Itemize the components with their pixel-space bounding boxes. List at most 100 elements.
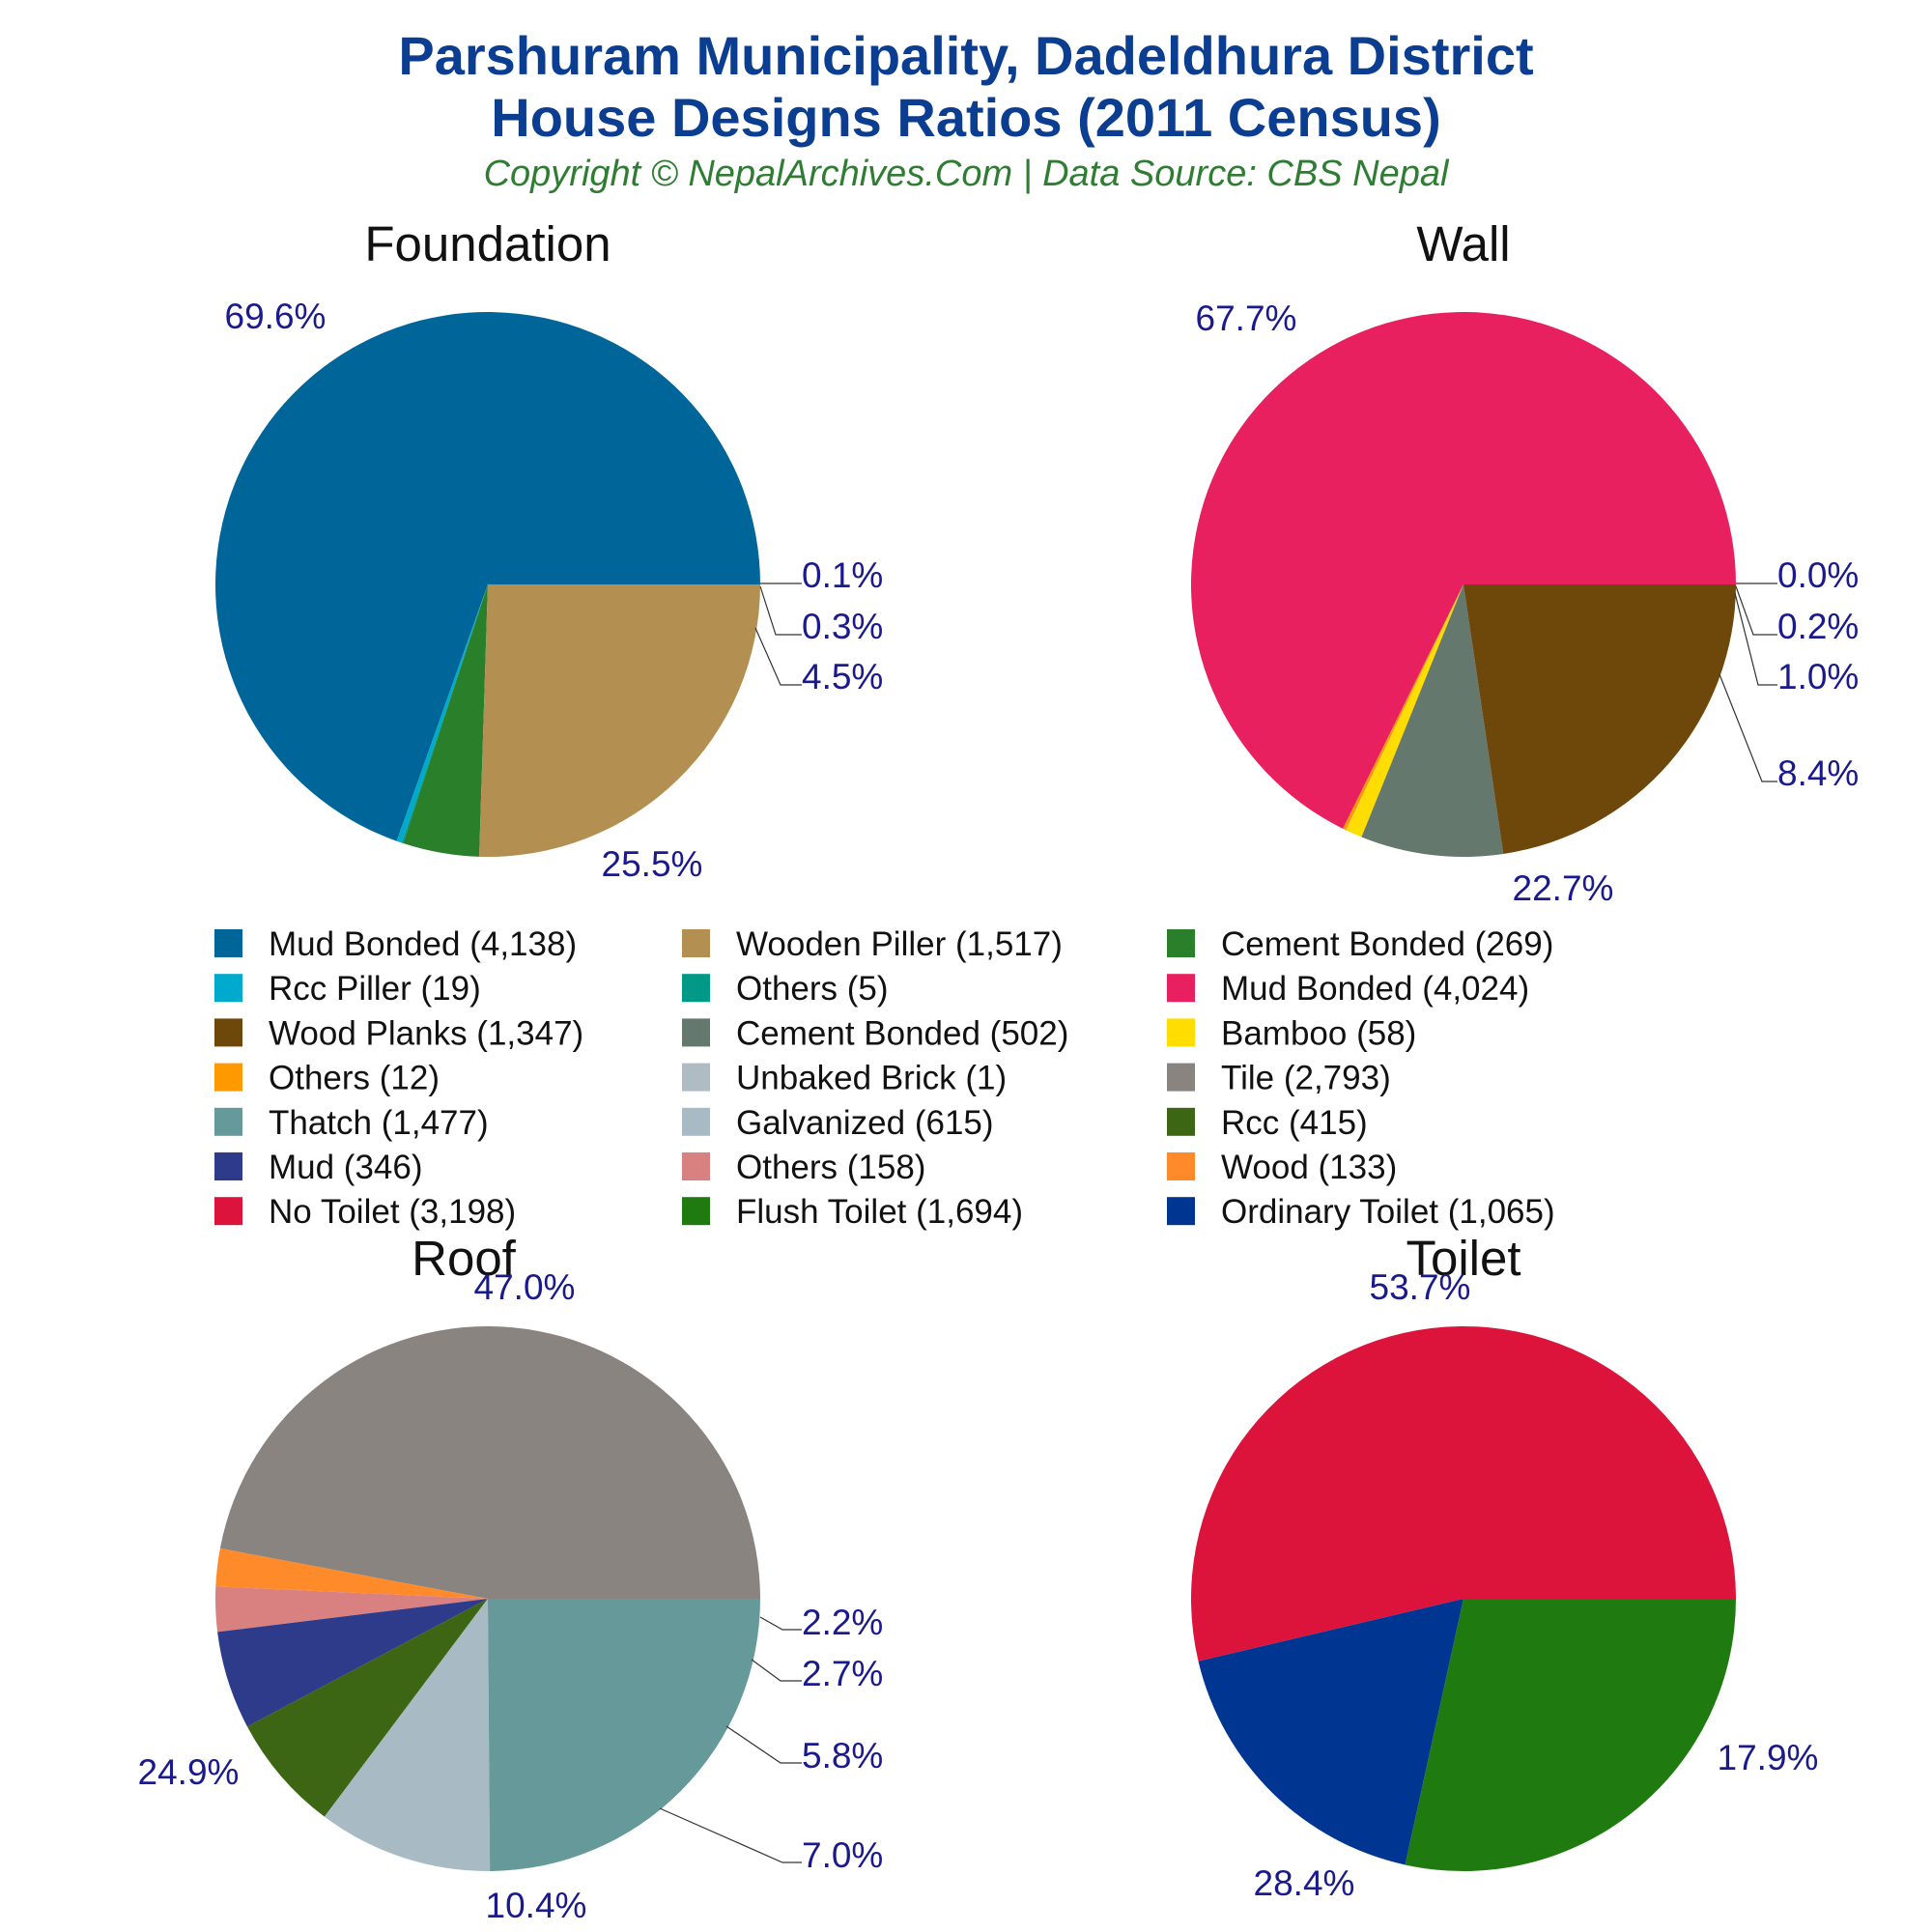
wall-pct-label-5: 22.7%: [1513, 868, 1614, 908]
legend-label-2: Cement Bonded (269): [1221, 925, 1553, 963]
wall-slice-5: [1463, 584, 1736, 854]
foundation-pct-label-4: 25.5%: [602, 844, 703, 884]
toilet-pie-title: Toilet: [1406, 1231, 1520, 1286]
legend-label-18: No Toilet (3,198): [269, 1193, 516, 1231]
legend-label-17: Wood (133): [1221, 1149, 1397, 1186]
legend-swatch-19: [682, 1197, 710, 1226]
wall-slice-3: [1346, 584, 1463, 838]
roof-pct-label-5: 10.4%: [486, 1886, 587, 1925]
foundation-leader-line-2: [759, 585, 802, 636]
foundation-slice-0: [214, 311, 760, 841]
legend-swatch-16: [682, 1152, 710, 1180]
legend-label-19: Flush Toilet (1,694): [736, 1193, 1023, 1231]
legend-swatch-13: [682, 1107, 710, 1136]
legend-label-5: Mud Bonded (4,024): [1221, 970, 1529, 1008]
wall-pct-label-0: 67.7%: [1196, 298, 1297, 338]
legend-label-12: Thatch (1,477): [269, 1104, 489, 1142]
wall-leader-line-2: [1735, 585, 1777, 636]
legend-swatch-20: [1167, 1197, 1195, 1226]
legend-label-14: Rcc (415): [1221, 1104, 1368, 1142]
legend-label-11: Tile (2,793): [1221, 1060, 1391, 1097]
roof-pct-label-4: 7.0%: [802, 1835, 883, 1875]
foundation-leader-line-3: [754, 627, 802, 686]
legend-label-20: Ordinary Toilet (1,065): [1221, 1193, 1555, 1231]
foundation-pct-label-0: 69.6%: [225, 297, 327, 336]
legend-swatch-0: [214, 929, 242, 957]
roof-slice-0: [219, 1325, 761, 1599]
legend-label-7: Cement Bonded (502): [736, 1014, 1068, 1052]
roof-pie-title: Roof: [412, 1231, 517, 1286]
legend-swatch-17: [1167, 1152, 1195, 1180]
chart-title-line2: House Designs Ratios (2011 Census): [491, 87, 1441, 148]
wall-slice-2: [1346, 584, 1463, 831]
roof-slice-3: [217, 1599, 488, 1727]
foundation-pct-label-2: 0.3%: [802, 607, 883, 646]
legend-label-3: Rcc Piller (19): [269, 970, 481, 1008]
toilet-slice-0: [1191, 1326, 1736, 1662]
roof-leader-line-1: [759, 1616, 802, 1631]
wall-pct-label-1: 0.0%: [1777, 555, 1859, 595]
roof-pct-label-6: 24.9%: [138, 1752, 240, 1792]
roof-pct-label-2: 2.7%: [802, 1654, 883, 1693]
wall-slice-1: [1343, 584, 1463, 831]
legend-swatch-9: [214, 1063, 242, 1092]
wall-leader-line-4: [1719, 673, 1777, 782]
roof-leader-line-3: [725, 1725, 802, 1764]
toilet-slice-1: [1198, 1599, 1463, 1865]
legend-label-1: Wooden Piller (1,517): [736, 925, 1063, 963]
wall-pct-label-3: 1.0%: [1777, 657, 1859, 696]
wall-slice-0: [1190, 311, 1736, 829]
legend-label-0: Mud Bonded (4,138): [269, 925, 577, 963]
wall-slice-4: [1361, 584, 1504, 857]
legend-swatch-15: [214, 1152, 242, 1180]
legend-label-9: Others (12): [269, 1060, 440, 1097]
roof-leader-line-4: [659, 1807, 802, 1863]
toilet-pct-label-1: 17.9%: [1718, 1738, 1819, 1777]
legend-swatch-14: [1167, 1107, 1195, 1136]
foundation-pct-label-1: 0.1%: [802, 555, 883, 595]
foundation-slice-3: [403, 584, 488, 857]
roof-slice-6: [488, 1599, 760, 1871]
toilet-pct-label-0: 53.7%: [1370, 1267, 1471, 1307]
wall-leader-line-3: [1734, 592, 1777, 686]
legend-label-13: Galvanized (615): [736, 1104, 994, 1142]
legend-swatch-1: [682, 929, 710, 957]
legend-swatch-2: [1167, 929, 1195, 957]
wall-pct-label-4: 8.4%: [1777, 753, 1859, 793]
roof-pct-label-0: 47.0%: [474, 1267, 576, 1307]
roof-leader-line-2: [751, 1659, 802, 1682]
legend-swatch-11: [1167, 1063, 1195, 1092]
legend-label-8: Bamboo (58): [1221, 1014, 1416, 1052]
roof-pct-label-3: 5.8%: [802, 1736, 883, 1776]
roof-slice-2: [215, 1586, 488, 1633]
foundation-pie-title: Foundation: [364, 216, 611, 271]
legend-swatch-12: [214, 1107, 242, 1136]
legend-swatch-8: [1167, 1018, 1195, 1047]
legend-swatch-3: [214, 974, 242, 1003]
legend-swatch-10: [682, 1063, 710, 1092]
legend-swatch-18: [214, 1197, 242, 1226]
foundation-slice-2: [401, 584, 488, 844]
wall-pie-title: Wall: [1416, 216, 1510, 271]
roof-pct-label-1: 2.2%: [802, 1603, 883, 1642]
legend-label-6: Wood Planks (1,347): [269, 1014, 583, 1052]
roof-slice-1: [215, 1548, 489, 1599]
toilet-pct-label-2: 28.4%: [1254, 1863, 1355, 1903]
legend-swatch-4: [682, 974, 710, 1003]
legend-label-16: Others (158): [736, 1149, 925, 1186]
legend-label-10: Unbaked Brick (1): [736, 1060, 1007, 1097]
foundation-pct-label-3: 4.5%: [802, 657, 883, 696]
foundation-slice-4: [479, 584, 760, 858]
chart-title-line1: Parshuram Municipality, Dadeldhura Distr…: [398, 25, 1534, 86]
legend-swatch-5: [1167, 974, 1195, 1003]
legend-swatch-6: [214, 1018, 242, 1047]
foundation-slice-1: [396, 584, 488, 843]
roof-slice-4: [246, 1599, 488, 1817]
legend-label-4: Others (5): [736, 970, 889, 1008]
legend-label-15: Mud (346): [269, 1149, 423, 1186]
roof-slice-5: [324, 1599, 491, 1871]
legend-swatch-7: [682, 1018, 710, 1047]
wall-pct-label-2: 0.2%: [1777, 607, 1859, 646]
toilet-slice-2: [1405, 1599, 1736, 1872]
